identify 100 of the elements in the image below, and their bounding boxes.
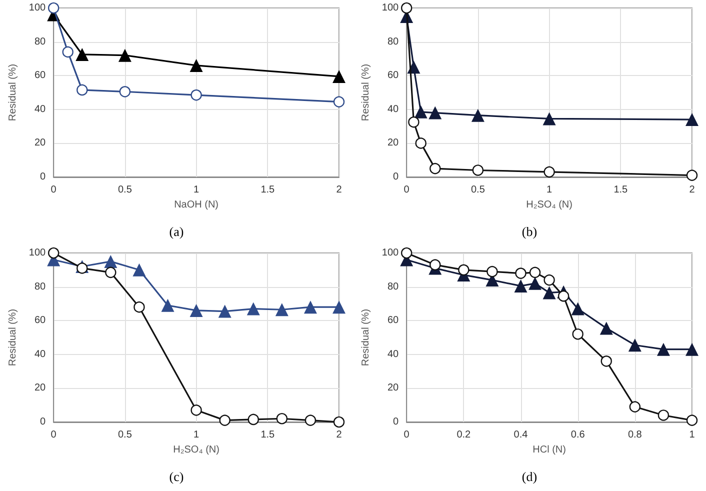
y-tick-label: 100 (382, 248, 400, 258)
point (218, 304, 232, 318)
x-tick-label: 1 (546, 184, 553, 196)
x-tick-label: 0.4 (514, 430, 528, 440)
x-tick-label: 0.6 (570, 430, 586, 440)
x-tick-label: 1.5 (614, 184, 628, 196)
point (161, 298, 174, 312)
point (248, 414, 259, 426)
text: (a) (169, 224, 184, 239)
point (415, 138, 426, 149)
point (276, 413, 288, 424)
point (628, 338, 642, 352)
y-tick-label: 40 (387, 348, 400, 360)
x-axis-title: H₂SO₄ (N) (526, 199, 572, 210)
point (542, 286, 556, 300)
point (48, 2, 60, 14)
point (571, 302, 584, 316)
point (333, 96, 345, 108)
y-tick-label: 40 (34, 104, 46, 115)
y-tick-label: 0 (393, 416, 400, 428)
point (471, 108, 484, 122)
y-tick-label: 20 (34, 138, 46, 149)
text: (d) (522, 469, 538, 484)
y-tick-label: 40 (34, 348, 46, 360)
point (515, 268, 526, 279)
point (430, 162, 441, 174)
y-tick-label: 60 (387, 70, 400, 82)
point (572, 328, 584, 340)
y-axis-title: Residual (%) (360, 64, 372, 122)
x-tick-label: 1 (194, 430, 200, 440)
y-tick-label: 80 (34, 36, 46, 48)
y-tick-label: 20 (387, 382, 400, 394)
point (408, 116, 420, 128)
text: (b) (522, 224, 538, 239)
x-tick-label: 1 (194, 184, 200, 196)
point (472, 164, 484, 176)
point (400, 2, 412, 14)
point (600, 322, 613, 335)
point (414, 105, 428, 118)
point (62, 46, 74, 58)
point (400, 247, 412, 259)
x-tick-label: 0.5 (470, 184, 486, 196)
x-axis-title: HCl (N) (532, 444, 566, 456)
point (686, 113, 698, 126)
x-tick-label: 0 (50, 184, 57, 196)
x-tick-label: 0.2 (456, 430, 472, 440)
y-tick-label: 100 (28, 248, 46, 258)
point (76, 84, 88, 96)
point (428, 106, 442, 120)
y-axis-title: Residual (%) (360, 308, 372, 366)
point (542, 112, 556, 126)
point (275, 303, 288, 316)
point (134, 301, 145, 313)
x-tick-label: 1.5 (260, 430, 276, 440)
point (332, 300, 346, 314)
point (558, 290, 570, 302)
y-tick-label: 80 (387, 36, 400, 48)
point (76, 48, 89, 61)
point (529, 266, 541, 278)
point (190, 89, 202, 101)
x-tick-label: 2 (689, 184, 696, 196)
point (304, 300, 317, 314)
y-tick-label: 100 (382, 2, 400, 14)
y-tick-label: 0 (40, 172, 46, 182)
x-tick-label: 0 (404, 184, 410, 196)
y-tick-label: 40 (387, 104, 400, 115)
point (246, 302, 260, 316)
point (119, 86, 131, 98)
point (190, 304, 203, 317)
point (629, 401, 641, 412)
x-axis-title: NaOH (N) (174, 199, 219, 210)
y-tick-label: 80 (387, 281, 400, 292)
y-axis-title: Residual (%) (8, 308, 18, 366)
y-axis-title: Residual (%) (8, 64, 18, 122)
x-tick-label: 1 (689, 430, 696, 440)
y-tick-label: 100 (28, 2, 46, 14)
x-tick-label: 0 (50, 430, 57, 440)
point (600, 356, 612, 367)
text: (c) (169, 469, 184, 484)
point (658, 410, 670, 421)
point (486, 266, 498, 278)
point (458, 264, 470, 276)
point (686, 342, 698, 356)
x-tick-label: 1.5 (260, 184, 276, 196)
point (332, 70, 346, 83)
point (514, 279, 528, 292)
point (48, 247, 60, 259)
point (686, 170, 698, 181)
x-tick-label: 0.5 (118, 184, 132, 196)
x-tick-label: 2 (336, 184, 342, 196)
x-tick-label: 0.5 (118, 430, 132, 440)
y-tick-label: 20 (34, 382, 46, 394)
point (104, 254, 118, 268)
y-tick-label: 60 (387, 315, 400, 326)
y-tick-label: 0 (393, 172, 400, 182)
point (304, 414, 316, 426)
y-tick-label: 60 (34, 70, 46, 82)
point (528, 276, 542, 290)
point (656, 342, 670, 356)
point (118, 48, 132, 62)
